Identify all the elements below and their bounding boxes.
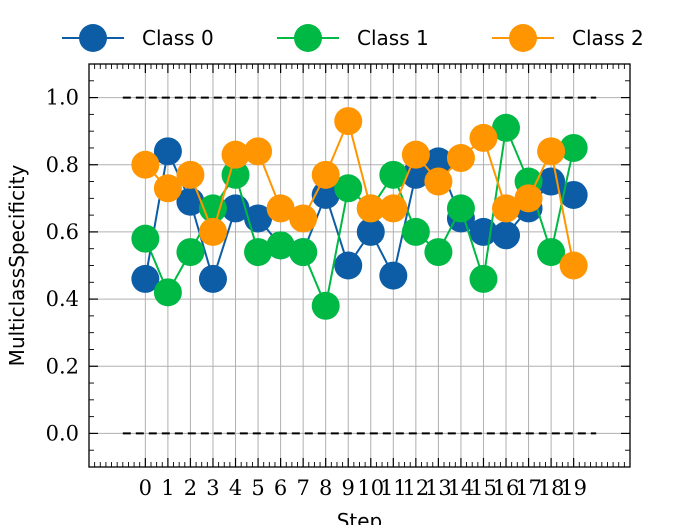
series-class-1 — [131, 113, 588, 320]
data-point — [198, 217, 227, 246]
data-point — [379, 261, 408, 290]
data-point — [379, 194, 408, 223]
data-point — [176, 238, 205, 267]
data-point — [198, 264, 227, 293]
legend-item: Class 1 — [277, 24, 429, 52]
y-tick-label: 0.4 — [46, 287, 79, 311]
y-tick-label: 0.6 — [46, 220, 79, 244]
y-tick-label: 0.0 — [46, 421, 79, 445]
x-tick-label: 3 — [206, 476, 219, 500]
reference-lines — [122, 96, 597, 435]
data-point — [131, 264, 160, 293]
legend-label: Class 2 — [572, 26, 644, 50]
x-tick-label: 4 — [229, 476, 242, 500]
x-tick-label: 2 — [184, 476, 197, 500]
y-tick-label: 0.2 — [46, 354, 79, 378]
series-layer — [131, 107, 588, 320]
data-point — [559, 180, 588, 209]
data-point — [334, 107, 363, 136]
y-tick-label: 0.8 — [46, 153, 79, 177]
x-tick-label: 8 — [319, 476, 332, 500]
data-point — [131, 224, 160, 253]
data-point — [401, 217, 430, 246]
legend-item: Class 0 — [62, 24, 214, 52]
data-point — [424, 238, 453, 267]
ticks — [88, 64, 631, 467]
data-point — [401, 160, 430, 189]
data-point — [356, 217, 385, 246]
legend-label: Class 0 — [142, 26, 214, 50]
data-point — [334, 251, 363, 280]
x-tick-label: 7 — [296, 476, 309, 500]
tick-labels: 0 1 2 3 4 5 6 7 8 9 101112131415161718190.00.20.40… — [46, 86, 587, 500]
data-point — [446, 144, 475, 173]
series-class-2 — [131, 107, 588, 280]
legend-marker — [509, 24, 537, 52]
x-tick-label: 19 — [560, 476, 587, 500]
data-point — [311, 291, 340, 320]
data-point — [469, 123, 498, 152]
data-point — [153, 174, 182, 203]
legend-label: Class 1 — [357, 26, 429, 50]
data-point — [559, 133, 588, 162]
y-tick-label: 1.0 — [46, 86, 79, 110]
x-tick-label: 17 — [515, 476, 542, 500]
data-point — [469, 264, 498, 293]
data-point — [131, 150, 160, 179]
data-point — [221, 140, 250, 169]
data-point — [424, 167, 453, 196]
data-point — [266, 231, 295, 260]
data-point — [289, 238, 318, 267]
x-tick-label: 15 — [470, 476, 497, 500]
data-point — [401, 140, 430, 169]
x-axis-label: Step — [337, 509, 383, 525]
data-point — [514, 184, 543, 213]
x-tick-label: 18 — [538, 476, 565, 500]
x-tick-label: 14 — [448, 476, 475, 500]
x-tick-label: 1 — [161, 476, 174, 500]
legend-marker — [79, 24, 107, 52]
data-point — [537, 238, 566, 267]
y-axis-label: MulticlassSpecificity — [5, 165, 29, 367]
data-point — [469, 217, 498, 246]
x-tick-label: 9 — [342, 476, 355, 500]
legend-marker — [294, 24, 322, 52]
data-point — [492, 221, 521, 250]
x-tick-label: 6 — [274, 476, 287, 500]
data-point — [311, 160, 340, 189]
data-point — [424, 147, 453, 176]
data-point — [244, 137, 273, 166]
x-tick-label: 0 — [139, 476, 152, 500]
legend-item: Class 2 — [492, 24, 644, 52]
x-tick-label: 16 — [493, 476, 520, 500]
x-tick-label: 5 — [251, 476, 264, 500]
data-point — [492, 113, 521, 142]
data-point — [446, 194, 475, 223]
data-point — [537, 137, 566, 166]
x-tick-label: 13 — [425, 476, 452, 500]
data-point — [492, 194, 521, 223]
data-point — [176, 160, 205, 189]
data-point — [266, 194, 295, 223]
data-point — [244, 238, 273, 267]
data-point — [356, 194, 385, 223]
legend: Class 0 Class 1 Class 2 — [62, 24, 644, 52]
data-point — [559, 251, 588, 280]
x-tick-label: 11 — [380, 476, 407, 500]
data-point — [289, 204, 318, 233]
data-point — [153, 278, 182, 307]
data-point — [379, 160, 408, 189]
data-point — [153, 137, 182, 166]
x-tick-label: 12 — [402, 476, 429, 500]
x-tick-label: 10 — [357, 476, 384, 500]
data-point — [334, 174, 363, 203]
